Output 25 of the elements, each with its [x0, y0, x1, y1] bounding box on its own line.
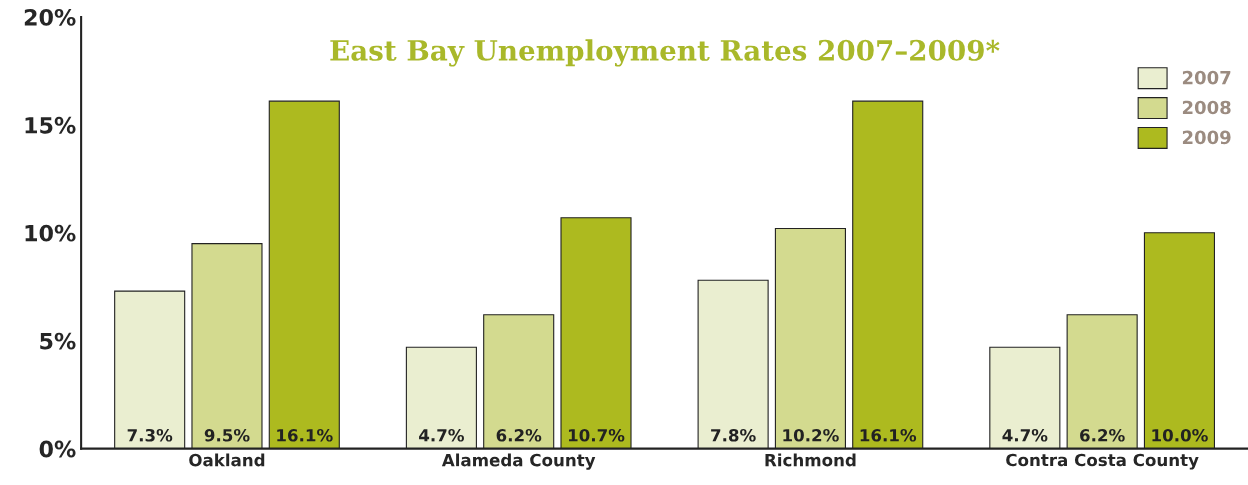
- x-tick-label: Contra Costa County: [1006, 453, 1199, 470]
- y-tick-label: 10%: [25, 224, 76, 242]
- x-tick-label: Richmond: [765, 453, 856, 467]
- text: East Bay Unemployment Rates 2007–2009*: [330, 39, 1000, 67]
- x-tick-label: Oakland: [189, 453, 265, 467]
- data-label: 4.7%: [1002, 428, 1048, 442]
- data-label: 10.7%: [568, 428, 625, 442]
- data-label: 6.2%: [496, 428, 542, 442]
- data-label: 9.5%: [204, 428, 250, 442]
- y-tick-label: 15%: [25, 116, 76, 134]
- data-label: 16.1%: [277, 428, 333, 442]
- data-label: 10.0%: [1152, 428, 1208, 442]
- data-label: 6.2%: [1080, 428, 1125, 442]
- data-label: 4.7%: [419, 428, 464, 442]
- legend-label: 2008: [1182, 100, 1231, 115]
- x-tick-label: Alameda County: [441, 453, 596, 470]
- data-label: 7.8%: [711, 428, 756, 442]
- legend-label: 2009: [1182, 130, 1231, 145]
- legend-label: 2007: [1182, 70, 1231, 85]
- data-label: 16.1%: [860, 428, 917, 442]
- y-tick-label: 20%: [24, 8, 76, 26]
- data-label: 10.2%: [783, 428, 839, 442]
- y-tick-label: 5%: [40, 332, 76, 350]
- y-tick-label: 0%: [39, 440, 76, 458]
- data-label: 7.3%: [127, 428, 173, 442]
